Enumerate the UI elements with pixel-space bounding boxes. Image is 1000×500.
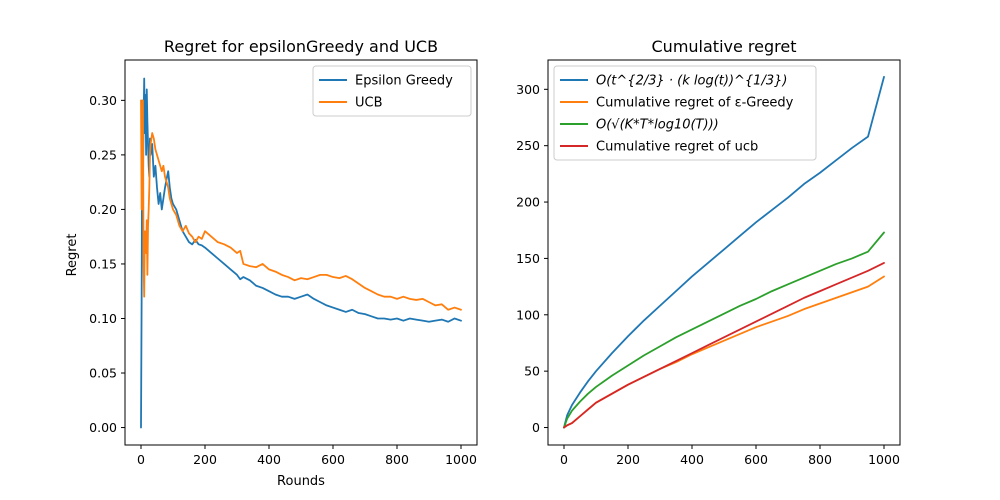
regret-x-tick-label: 800 — [385, 452, 409, 467]
cumulative-y-tick-label: 150 — [516, 251, 540, 266]
regret-chart-title: Regret for epsilonGreedy and UCB — [164, 37, 438, 56]
cumulative-series-line-3 — [563, 231, 885, 429]
regret-y-tick-label: 0.10 — [89, 311, 117, 326]
regret-y-tick-label: 0.30 — [89, 93, 117, 108]
regret-x-tick-label: 200 — [193, 452, 217, 467]
legend-label-3: O(√(K*T*log10(T))) — [596, 118, 719, 133]
cumulative-x-tick-label: 0 — [560, 452, 568, 467]
regret-x-tick-label: 600 — [321, 452, 345, 467]
cumulative-x-tick-label: 600 — [744, 452, 768, 467]
regret-y-axis-label: Regret — [65, 234, 80, 277]
cumulative-y-tick-label: 200 — [516, 195, 540, 210]
cumulative-axes-frame — [547, 59, 901, 446]
regret-legend-box — [312, 65, 472, 117]
cumulative-x-tick-label: 400 — [680, 452, 704, 467]
cumulative-y-tick-label: 300 — [516, 82, 540, 97]
cumulative-y-tick-label: 250 — [516, 138, 540, 153]
cumulative-y-tick-label: 0 — [532, 420, 540, 435]
regret-y-tick-label: 0.05 — [89, 366, 117, 381]
regret-plot-area: 0 200 400 600 800 1000 0.00 0.05 0.10 0.15 0.20 0.2… — [89, 59, 478, 467]
legend-label-2: Cumulative regret of ε-Greedy — [596, 96, 794, 111]
regret-y-tick-label: 0.00 — [89, 420, 117, 435]
cumulative-legend: O(t^{2/3} · (k log(t))^{1/3}) Cumulative … — [553, 65, 817, 161]
cumulative-x-tick-label: 1000 — [868, 452, 900, 467]
legend-label-1: O(t^{2/3} · (k log(t))^{1/3}) — [596, 74, 787, 89]
cumulative-plot-area: 0 200 400 600 800 1000 0 50 100 150 200 250 300 — [516, 59, 901, 467]
regret-series-line-2 — [140, 99, 462, 311]
regret-y-tick-label: 0.20 — [89, 202, 117, 217]
cumulative-chart-title: Cumulative regret — [652, 37, 797, 56]
cumulative-panel: Cumulative regret 0 200 400 600 800 1000 0 50 10… — [516, 37, 901, 467]
regret-y-tick-label: 0.15 — [89, 256, 117, 271]
cumulative-x-tick-label: 200 — [616, 452, 640, 467]
regret-legend: Epsilon Greedy UCB — [312, 65, 472, 117]
legend-label-4: Cumulative regret of ucb — [596, 140, 758, 155]
cumulative-y-tick-label: 50 — [524, 364, 540, 379]
legend-label-2: UCB — [355, 96, 383, 111]
cumulative-legend-box — [553, 65, 817, 161]
legend-label-1: Epsilon Greedy — [355, 74, 453, 89]
cumulative-series-line-1 — [563, 76, 885, 429]
regret-x-tick-label: 0 — [137, 452, 145, 467]
regret-panel: Regret for epsilonGreedy and UCB Rounds … — [65, 37, 478, 489]
cumulative-y-tick-label: 100 — [516, 307, 540, 322]
cumulative-x-tick-label: 800 — [808, 452, 832, 467]
regret-x-tick-label: 1000 — [445, 452, 477, 467]
regret-y-tick-label: 0.25 — [89, 147, 117, 162]
regret-axes-frame — [124, 59, 478, 446]
regret-x-axis-label: Rounds — [277, 474, 325, 489]
cumulative-series-line-4 — [563, 262, 885, 429]
regret-x-tick-label: 400 — [257, 452, 281, 467]
